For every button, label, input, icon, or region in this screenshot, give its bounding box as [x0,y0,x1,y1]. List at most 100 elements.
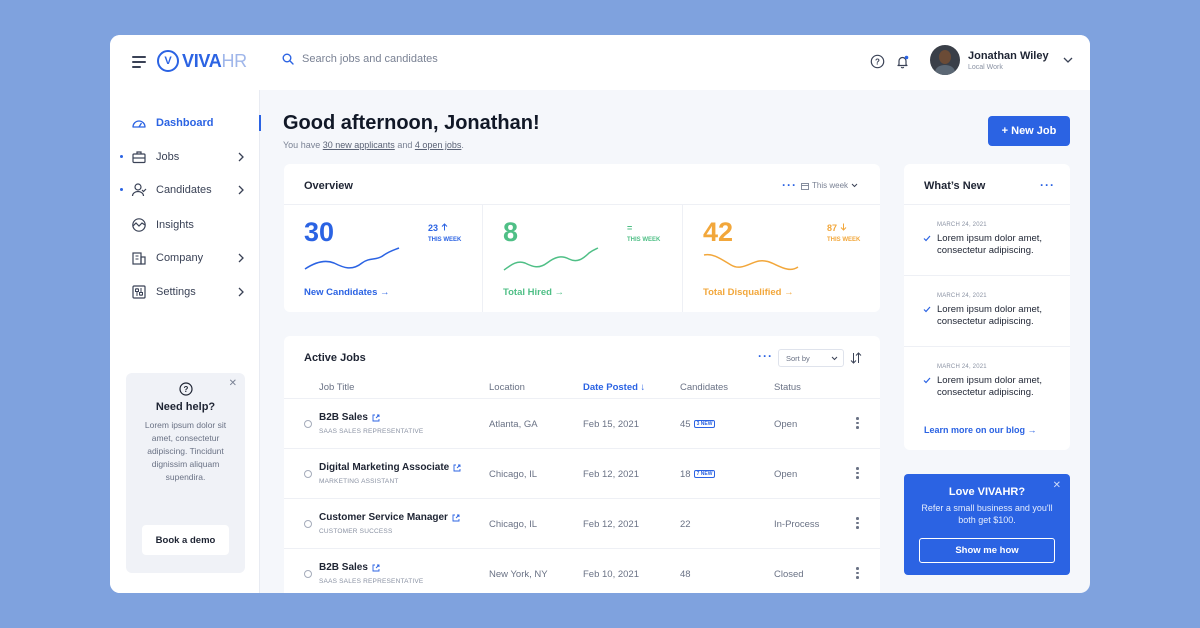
job-title[interactable]: Customer Service Manager [319,512,460,523]
logo-main: VIVA [182,50,222,71]
new-candidates-link[interactable]: New Candidates → [304,287,390,298]
news-text: Lorem ipsum dolor amet, consectetur adip… [937,233,1043,256]
job-date: Feb 15, 2021 [583,419,639,430]
job-candidates: 22 [680,519,691,530]
stat-value: 42 [703,217,734,247]
dashboard-gauge-icon [132,120,146,128]
unread-dot [120,188,123,191]
table-row[interactable]: Customer Service Manager CUSTOMER SUCCES… [284,498,880,548]
news-item[interactable]: MARCH 24, 2021 Lorem ipsum dolor amet, c… [904,347,1070,417]
news-item[interactable]: MARCH 24, 2021 Lorem ipsum dolor amet, c… [904,205,1070,275]
sidebar-item-label: Company [156,252,204,264]
help-icon[interactable]: ? [870,54,885,69]
table-row[interactable]: Digital Marketing Associate MARKETING AS… [284,448,880,498]
stat-link-label: New Candidates [304,287,378,298]
external-link-icon[interactable] [372,414,380,422]
news-item[interactable]: MARCH 24, 2021 Lorem ipsum dolor amet, c… [904,276,1070,346]
sidebar-item-settings[interactable]: Settings [110,279,260,305]
search-bar[interactable]: Search jobs and candidates [282,53,438,65]
settings-icon [132,285,146,299]
row-menu-icon[interactable] [856,567,859,581]
job-title[interactable]: Digital Marketing Associate [319,462,461,473]
sidebar-item-insights[interactable]: Insights [110,212,260,238]
job-title-text: B2B Sales [319,562,368,573]
row-radio[interactable] [304,420,312,428]
sort-order-icon[interactable] [850,352,862,364]
logo-text: VIVAHR [182,51,247,72]
column-header-location[interactable]: Location [489,382,525,393]
job-title[interactable]: B2B Sales [319,562,380,573]
menu-icon[interactable] [132,56,146,68]
new-job-button[interactable]: + New Job [988,116,1070,146]
job-date: Feb 12, 2021 [583,469,639,480]
close-icon[interactable]: ✕ [228,378,237,389]
job-title[interactable]: B2B Sales [319,412,380,423]
stat-week-label: THIS WEEK [627,237,661,243]
external-link-icon[interactable] [452,514,460,522]
chevron-right-icon [238,185,244,195]
active-jobs-card: Active Jobs ··· Sort by Job Title Locati… [284,336,880,593]
subtitle-and: and [397,140,413,150]
row-radio[interactable] [304,470,312,478]
close-icon[interactable]: ✕ [1052,480,1061,491]
stat-delta: = [627,223,633,233]
logo[interactable]: V VIVAHR [157,50,247,72]
job-status: Open [774,419,798,430]
more-options-icon[interactable]: ··· [758,349,773,363]
sidebar-item-jobs[interactable]: Jobs [110,144,260,170]
period-select[interactable]: This week [801,181,858,190]
row-menu-icon[interactable] [856,517,859,531]
stat-delta: 23 [428,223,448,233]
candidate-count: 45 [680,419,691,430]
table-row[interactable]: B2B Sales SAAS SALES REPRESENTATIVE New … [284,548,880,593]
building-icon [132,252,146,265]
news-date: MARCH 24, 2021 [937,364,987,370]
total-disqualified-link[interactable]: Total Disqualified → [703,287,794,298]
sidebar-item-company[interactable]: Company [110,245,260,271]
chevron-down-icon[interactable] [1063,57,1073,63]
total-hired-link[interactable]: Total Hired → [503,287,565,298]
open-jobs-link[interactable]: 4 open jobs [414,140,462,150]
sidebar-item-dashboard[interactable]: Dashboard [110,110,261,136]
row-radio[interactable] [304,520,312,528]
external-link-icon[interactable] [453,464,461,472]
row-menu-icon[interactable] [856,417,859,431]
column-header-label: Date Posted [583,382,638,393]
column-header-candidates[interactable]: Candidates [680,382,729,393]
table-row[interactable]: B2B Sales SAAS SALES REPRESENTATIVE Atla… [284,398,880,448]
briefcase-icon [132,151,146,164]
svg-text:?: ? [183,385,188,394]
book-demo-button[interactable]: Book a demo [142,525,229,555]
job-subtitle: SAAS SALES REPRESENTATIVE [319,428,424,435]
new-applicants-link[interactable]: 30 new applicants [322,140,395,150]
sort-by-select[interactable]: Sort by [778,349,844,367]
sidebar-item-candidates[interactable]: Candidates [110,177,260,203]
help-title: Need help? [155,401,216,413]
column-header-job-title[interactable]: Job Title [319,382,355,393]
more-options-icon[interactable]: ··· [1040,178,1055,192]
sidebar-item-label: Jobs [156,151,180,163]
row-menu-icon[interactable] [856,467,859,481]
news-date: MARCH 24, 2021 [937,222,987,228]
external-link-icon[interactable] [372,564,380,572]
row-radio[interactable] [304,570,312,578]
check-icon [923,306,931,313]
news-date: MARCH 24, 2021 [937,293,987,299]
job-status: Closed [774,569,804,580]
more-options-icon[interactable]: ··· [782,178,797,192]
job-subtitle: MARKETING ASSISTANT [319,478,399,485]
chevron-right-icon [238,253,244,263]
search-icon [282,53,294,65]
bell-icon[interactable] [895,54,910,69]
column-header-date-posted[interactable]: Date Posted ↓ [583,382,646,393]
page-title: Good afternoon, Jonathan! [283,112,540,134]
check-icon [923,377,931,384]
show-me-how-button[interactable]: Show me how [919,538,1055,563]
user-subtitle: Local Work [968,63,1003,71]
column-header-status[interactable]: Status [774,382,801,393]
active-jobs-title: Active Jobs [304,352,366,364]
search-input[interactable]: Search jobs and candidates [302,53,438,65]
blog-link[interactable]: Learn more on our blog → [924,425,1037,435]
user-menu[interactable]: Jonathan Wiley Local Work [930,45,1073,75]
chevron-down-icon [851,183,858,188]
